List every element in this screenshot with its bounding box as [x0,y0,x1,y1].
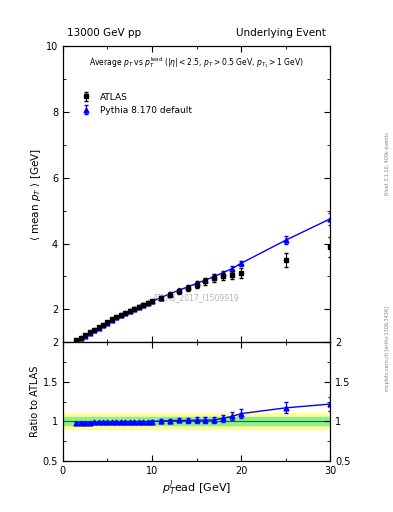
Legend: ATLAS, Pythia 8.170 default: ATLAS, Pythia 8.170 default [75,89,195,119]
Bar [63,417,330,425]
Text: Rivet 3.1.10, 400k events: Rivet 3.1.10, 400k events [385,133,389,195]
Text: 13000 GeV pp: 13000 GeV pp [67,28,141,38]
Y-axis label: $\langle$ mean $p_T$ $\rangle$ [GeV]: $\langle$ mean $p_T$ $\rangle$ [GeV] [29,148,43,241]
Text: Average $p_T$ vs $p_T^{\mathrm{lead}}$ ($|\eta| < 2.5$, $p_T > 0.5$ GeV, $p_{T_1: Average $p_T$ vs $p_T^{\mathrm{lead}}$ (… [89,55,304,70]
Y-axis label: Ratio to ATLAS: Ratio to ATLAS [30,366,40,437]
Text: ATLAS_2017_I1509919: ATLAS_2017_I1509919 [153,293,240,303]
Text: Underlying Event: Underlying Event [236,28,326,38]
Bar [63,413,330,429]
X-axis label: $p_T^l$ead [GeV]: $p_T^l$ead [GeV] [162,478,231,498]
Text: mcplots.cern.ch [arXiv:1306.3436]: mcplots.cern.ch [arXiv:1306.3436] [385,306,389,391]
